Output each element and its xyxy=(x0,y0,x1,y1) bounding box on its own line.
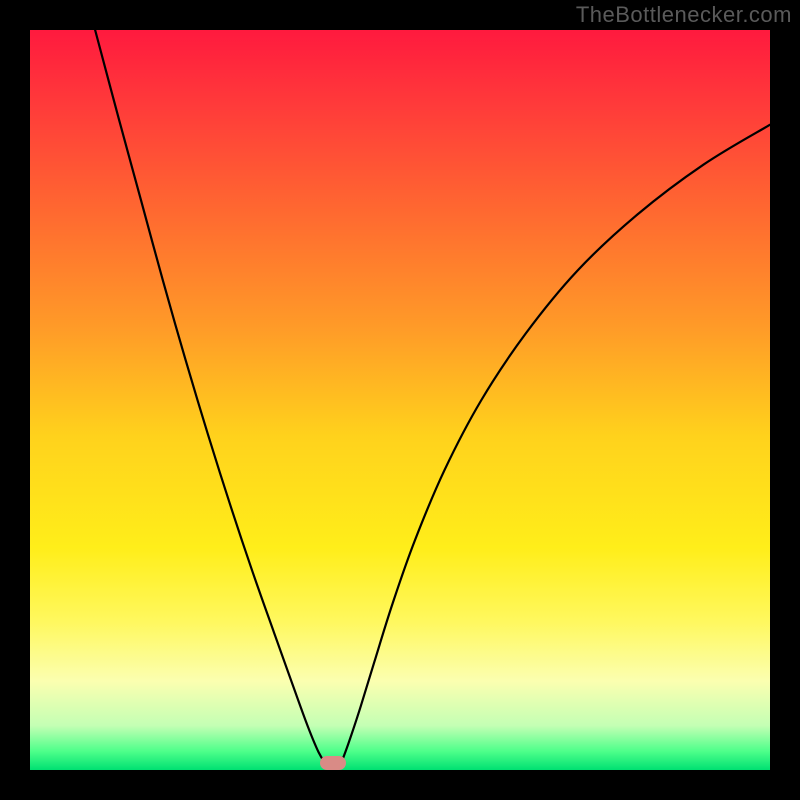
curve-left-branch xyxy=(95,30,326,764)
watermark-text: TheBottlenecker.com xyxy=(576,2,792,28)
chart-canvas: TheBottlenecker.com xyxy=(0,0,800,800)
vertex-marker xyxy=(320,756,346,770)
curve-layer xyxy=(30,30,770,770)
curve-right-branch xyxy=(341,125,770,764)
plot-area xyxy=(30,30,770,770)
